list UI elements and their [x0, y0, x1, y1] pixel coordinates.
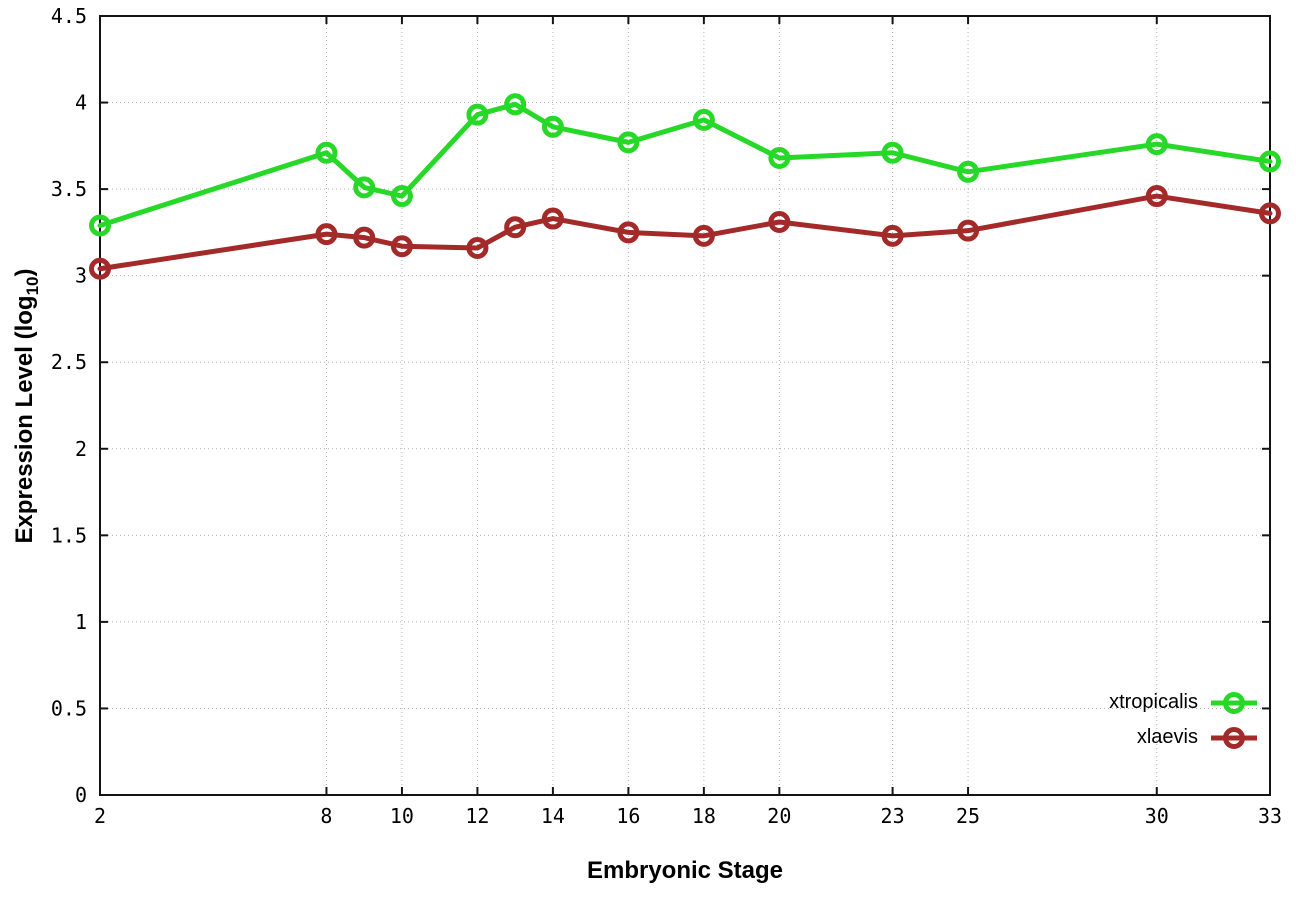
data-point-xtropicalis [353, 176, 376, 199]
y-tick-label: 3 [75, 264, 87, 288]
x-tick-label: 30 [1145, 804, 1169, 828]
data-point-xtropicalis [390, 185, 413, 208]
legend-entry-xtropicalis: xtropicalis [1109, 685, 1258, 720]
x-tick-label: 18 [692, 804, 716, 828]
data-point-xlaevis [89, 257, 111, 280]
data-point-xtropicalis [315, 141, 338, 164]
data-point-xtropicalis [881, 141, 904, 164]
y-tick-label: 1 [75, 610, 87, 634]
legend-label-xtropicalis: xtropicalis [1109, 691, 1198, 713]
data-point-xlaevis [504, 216, 527, 239]
x-tick-label: 25 [956, 804, 980, 828]
data-point-xlaevis [353, 226, 376, 249]
data-point-xtropicalis [692, 108, 715, 131]
data-point-xlaevis [315, 223, 338, 246]
x-tick-label: 23 [881, 804, 905, 828]
data-point-xlaevis [466, 236, 489, 259]
data-point-xtropicalis [466, 103, 489, 126]
data-point-xlaevis [1259, 202, 1281, 225]
x-tick-label: 16 [616, 804, 640, 828]
x-tick-label: 14 [541, 804, 565, 828]
data-point-xtropicalis [617, 131, 640, 154]
data-point-xlaevis [881, 224, 904, 247]
series-line-xlaevis [97, 193, 1273, 272]
y-tick-label: 2.5 [51, 350, 87, 374]
y-tick-label: 2 [75, 437, 87, 461]
y-axis-title-text: Expression Level (log [11, 295, 39, 544]
data-point-xlaevis [957, 219, 980, 242]
legend: xtropicalis xlaevis [1109, 685, 1258, 755]
x-tick-label: 12 [465, 804, 489, 828]
data-point-xtropicalis [89, 214, 111, 237]
data-point-xlaevis [617, 221, 640, 244]
plot-border [99, 15, 1271, 796]
data-point-xtropicalis [957, 160, 980, 183]
legend-label-xlaevis: xlaevis [1136, 726, 1198, 748]
x-tick-label: 20 [767, 804, 791, 828]
data-point-xlaevis [692, 224, 715, 247]
data-point-xtropicalis [504, 93, 527, 116]
data-point-xtropicalis [541, 115, 564, 138]
y-axis-title-close: ) [11, 268, 39, 277]
data-point-xtropicalis [1259, 150, 1281, 173]
y-axis-title: Expression Level (log10) [11, 269, 43, 544]
legend-marker-xlaevis [1211, 726, 1257, 749]
data-point-xtropicalis [768, 146, 791, 169]
data-point-xlaevis [768, 211, 791, 234]
x-axis-title: Embryonic Stage [586, 857, 784, 884]
y-axis-title-subscript: 10 [22, 276, 42, 296]
y-tick-label: 0 [75, 783, 87, 807]
legend-entry-xlaevis: xlaevis [1109, 720, 1258, 755]
y-tick-label: 0.5 [51, 696, 87, 720]
y-tick-label: 4.5 [51, 4, 87, 28]
data-point-xlaevis [390, 235, 413, 258]
legend-marker-xtropicalis [1211, 691, 1257, 714]
y-tick-label: 1.5 [51, 523, 87, 547]
x-tick-label: 8 [320, 804, 332, 828]
x-tick-label: 33 [1258, 804, 1282, 828]
data-point-xtropicalis [1145, 133, 1168, 156]
x-tick-label: 10 [390, 804, 414, 828]
y-tick-label: 3.5 [51, 177, 87, 201]
data-point-xlaevis [541, 207, 564, 230]
y-tick-label: 4 [75, 91, 87, 115]
data-point-xlaevis [1145, 185, 1168, 208]
x-tick-label: 2 [94, 804, 106, 828]
